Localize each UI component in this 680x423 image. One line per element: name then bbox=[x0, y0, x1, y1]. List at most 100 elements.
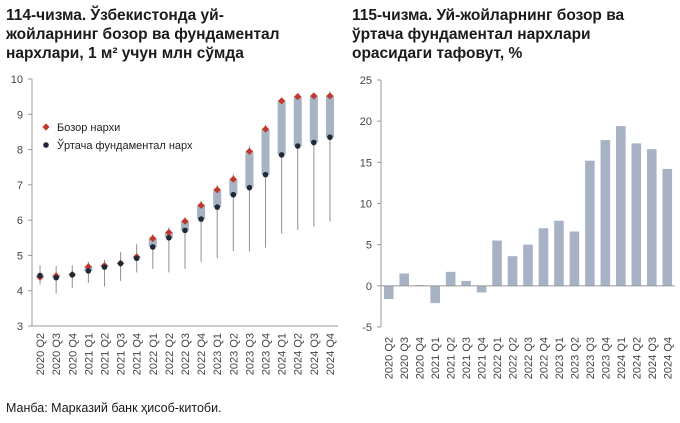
x-tick-label-left: 2024 Q4 bbox=[325, 333, 337, 375]
range-bar bbox=[309, 95, 318, 143]
x-tick-label-left: 2023 Q4 bbox=[261, 333, 273, 375]
fundamental-price-marker bbox=[278, 152, 285, 158]
market-price-marker bbox=[229, 175, 237, 183]
fundamental-price-marker bbox=[327, 134, 333, 141]
range-bar bbox=[213, 189, 222, 208]
fundamental-price-marker bbox=[133, 255, 140, 262]
y-tick-label-right: 10 bbox=[360, 199, 372, 211]
y-tick-label-left: 5 bbox=[17, 250, 23, 262]
x-tick-label-right: 2022 Q3 bbox=[523, 337, 535, 379]
x-tick-label-right: 2020 Q3 bbox=[399, 337, 411, 379]
gap-bar bbox=[399, 273, 410, 286]
fundamental-price-marker bbox=[198, 216, 204, 222]
market-price-marker bbox=[84, 263, 92, 271]
chart-title-right: 115-чизма. Уй-жойларнинг бозор ва ўртача… bbox=[352, 7, 625, 62]
x-tick-label-right: 2023 Q4 bbox=[600, 337, 612, 379]
x-tick-label-right: 2024 Q1 bbox=[616, 337, 628, 379]
x-tick-label-left: 2020 Q4 bbox=[67, 333, 79, 375]
x-tick-label-right: 2023 Q1 bbox=[554, 337, 566, 379]
fundamental-price-marker bbox=[101, 264, 108, 270]
legend-fundamental-marker bbox=[43, 142, 49, 148]
x-tick-label-left: 2021 Q3 bbox=[116, 333, 128, 375]
gap-bar bbox=[631, 143, 642, 286]
range-bar bbox=[148, 238, 157, 247]
range-bar bbox=[180, 221, 190, 231]
fundamental-price-marker bbox=[246, 184, 253, 191]
fundamental-price-marker bbox=[53, 274, 59, 281]
y-tick-label-right: 25 bbox=[360, 75, 372, 87]
market-price-marker bbox=[245, 147, 254, 155]
x-tick-label-left: 2023 Q1 bbox=[212, 333, 224, 375]
x-tick-label-left: 2020 Q3 bbox=[51, 333, 63, 375]
fundamental-price-marker bbox=[166, 234, 172, 241]
fundamental-price-marker bbox=[230, 191, 237, 198]
x-tick-label-left: 2020 Q2 bbox=[35, 333, 47, 375]
x-tick-label-right: 2023 Q2 bbox=[569, 337, 581, 379]
y-tick-label-left: 8 bbox=[17, 145, 23, 157]
y-tick-label-right: 0 bbox=[366, 281, 372, 293]
market-price-marker bbox=[261, 125, 270, 133]
y-tick-label-right: 15 bbox=[360, 157, 372, 169]
market-price-marker bbox=[294, 93, 302, 101]
x-tick-label-left: 2023 Q2 bbox=[228, 333, 240, 375]
gap-bar bbox=[662, 168, 673, 286]
x-tick-label-right: 2022 Q2 bbox=[508, 337, 520, 379]
x-tick-label-right: 2021 Q3 bbox=[461, 337, 473, 379]
x-tick-label-right: 2021 Q4 bbox=[477, 337, 489, 379]
market-price-marker bbox=[213, 186, 221, 194]
range-bar bbox=[261, 129, 270, 175]
chart-title-left: 114-чизма. Ўзбекистонда уй- жойларнинг б… bbox=[6, 7, 280, 62]
gap-bar bbox=[554, 220, 564, 286]
market-price-marker bbox=[310, 92, 318, 100]
x-tick-label-right: 2023 Q3 bbox=[585, 337, 597, 379]
fundamental-price-marker bbox=[69, 272, 76, 278]
x-tick-label-left: 2022 Q4 bbox=[196, 333, 208, 375]
fundamental-price-marker bbox=[214, 204, 221, 210]
y-tick-label-left: 3 bbox=[17, 321, 23, 333]
market-price-marker bbox=[181, 217, 189, 225]
x-tick-label-right: 2021 Q2 bbox=[446, 337, 458, 379]
fundamental-price-marker bbox=[294, 143, 301, 149]
x-tick-label-left: 2022 Q2 bbox=[164, 333, 176, 375]
y-tick-label-right: -5 bbox=[362, 322, 372, 334]
x-tick-label-right: 2020 Q2 bbox=[384, 337, 396, 379]
legend-market-marker bbox=[42, 123, 50, 131]
y-tick-label-left: 10 bbox=[11, 74, 23, 86]
range-bar bbox=[277, 100, 286, 155]
market-price-marker bbox=[326, 92, 334, 100]
source-note: Манба: Марказий банк ҳисоб-китоби. bbox=[6, 401, 222, 415]
fundamental-price-marker bbox=[149, 244, 156, 250]
y-tick-label-left: 9 bbox=[17, 109, 23, 121]
range-bar bbox=[245, 151, 254, 188]
market-price-marker bbox=[197, 201, 205, 209]
gap-bar bbox=[445, 271, 456, 286]
range-bar bbox=[229, 179, 238, 195]
x-tick-label-left: 2024 Q2 bbox=[293, 333, 305, 375]
gap-bar bbox=[585, 160, 595, 286]
x-tick-label-right: 2024 Q2 bbox=[631, 337, 643, 379]
x-tick-label-left: 2022 Q1 bbox=[148, 333, 160, 375]
x-tick-label-right: 2024 Q3 bbox=[647, 337, 659, 379]
legend-fundamental-label: Ўртача фундаментал нарх bbox=[57, 139, 193, 152]
gap-bar bbox=[538, 228, 549, 286]
x-tick-label-right: 2022 Q1 bbox=[492, 337, 504, 379]
gap-bar bbox=[476, 285, 487, 293]
x-tick-label-right: 2021 Q1 bbox=[430, 337, 442, 379]
fundamental-price-marker bbox=[37, 272, 43, 279]
x-tick-label-left: 2021 Q1 bbox=[83, 333, 95, 375]
gap-bar bbox=[492, 240, 502, 286]
fundamental-price-marker bbox=[85, 268, 92, 274]
y-tick-label-right: 20 bbox=[360, 116, 372, 128]
y-tick-label-right: 5 bbox=[366, 240, 372, 252]
range-bar bbox=[325, 95, 334, 138]
fundamental-price-marker bbox=[182, 227, 188, 234]
x-tick-label-left: 2024 Q3 bbox=[309, 333, 321, 375]
x-tick-label-right: 2024 Q4 bbox=[662, 337, 674, 379]
x-tick-label-left: 2021 Q2 bbox=[99, 333, 111, 375]
gap-bar bbox=[507, 256, 518, 286]
fundamental-price-marker bbox=[311, 139, 317, 146]
x-tick-label-right: 2020 Q4 bbox=[415, 337, 427, 379]
gap-bar bbox=[430, 285, 440, 304]
